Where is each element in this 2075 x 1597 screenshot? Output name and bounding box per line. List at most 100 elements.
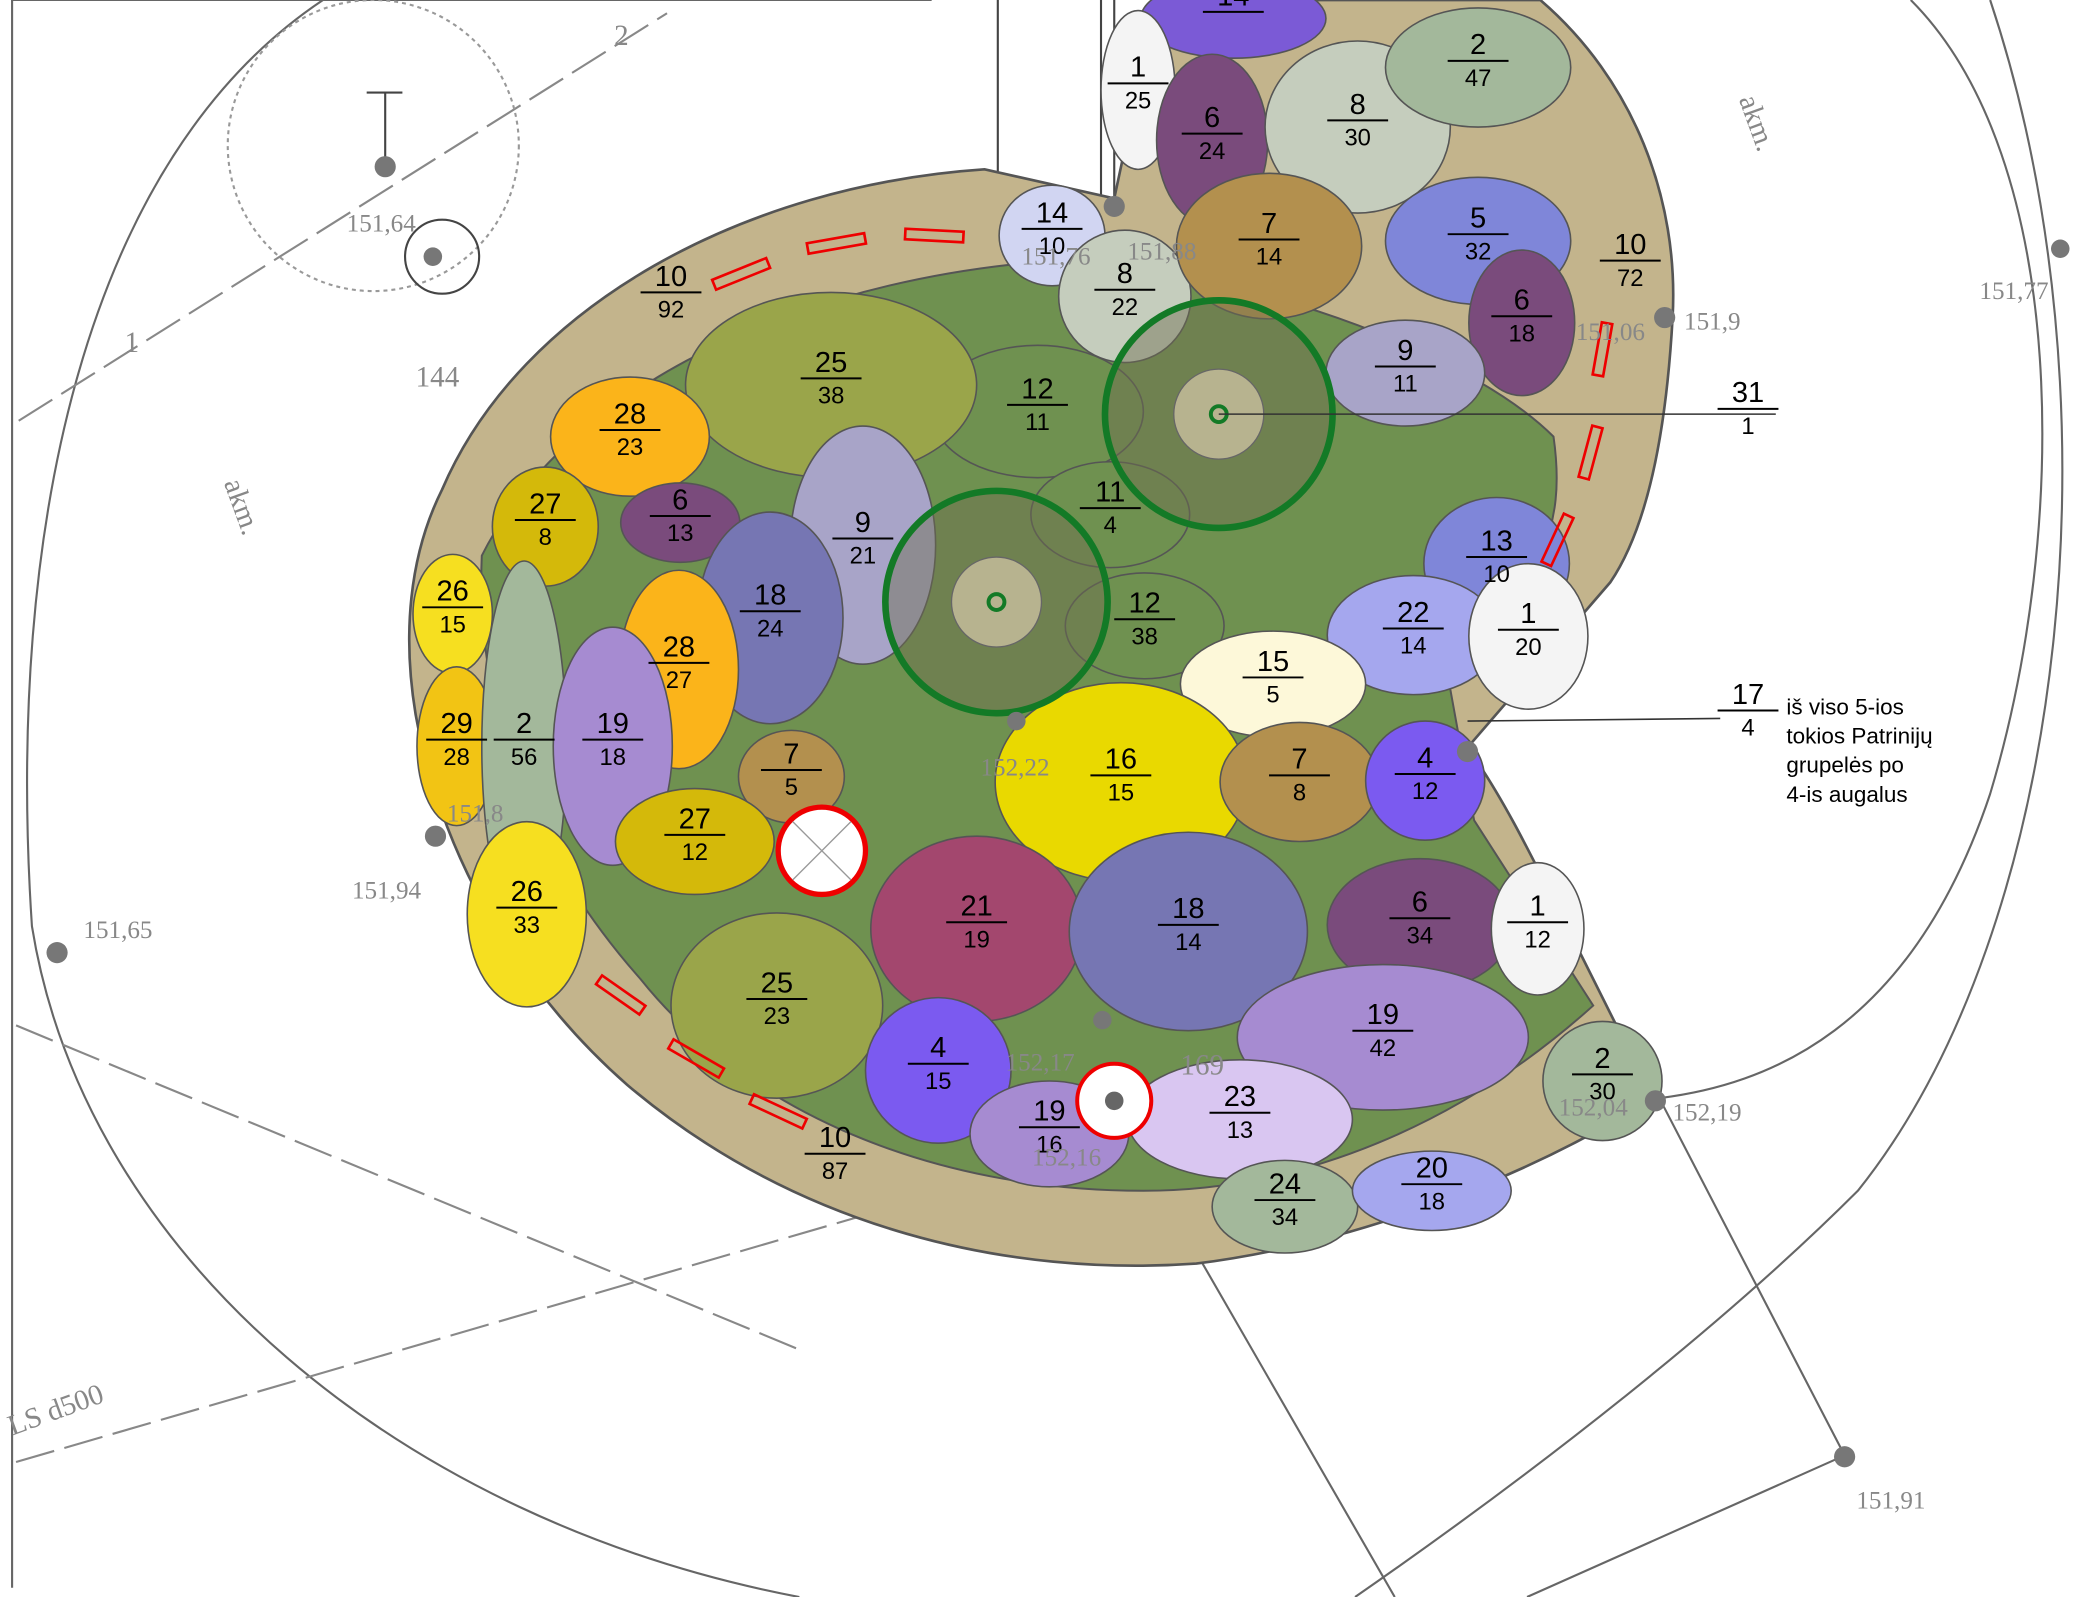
callout-text: tokios Patrinijų [1786,724,1932,749]
species-number: 31 [1732,377,1764,409]
species-number: 9 [1397,335,1413,367]
species-number: 26 [436,576,468,608]
plant-count: 12 [1524,926,1550,953]
species-number: 1 [1130,52,1146,84]
species-number: 7 [783,738,799,770]
species-number: 13 [1480,525,1512,557]
plant-count: 72 [1617,265,1643,292]
species-number: 19 [597,708,629,740]
species-number: 2 [1470,29,1486,61]
elevation: 151,88 [1127,238,1196,265]
species-number: 8 [1350,89,1366,121]
species-number: 18 [754,580,786,612]
species-number: 4 [1417,742,1433,774]
elevation: 152,17 [1006,1049,1075,1076]
elevation: 151,65 [83,917,152,944]
species-number: 23 [1224,1081,1256,1113]
elevation: 151,91 [1856,1487,1925,1514]
elevation: 151,9 [1684,308,1741,335]
callout-text: 4-is augalus [1786,782,1907,807]
callout-text: iš viso 5-ios [1786,694,1903,719]
species-number: 10 [655,261,687,293]
species-number: 12 [1021,373,1053,405]
species-number: 6 [1514,285,1530,317]
species-number: 12 [1128,588,1160,620]
planting-plan: iš viso 5-ios tokios Patrinijų grupelės … [0,0,2075,1597]
species-number: 14 [1217,0,1249,12]
plant-count: 11 [1025,409,1050,436]
plant-count: 12 [1412,778,1438,805]
plant-count: 12 [682,839,708,866]
plant-count: 18 [1509,320,1535,347]
plant-count: 1 [1741,413,1754,440]
species-number: 6 [672,484,688,516]
species-number: 22 [1397,597,1429,629]
species-number: 26 [511,876,543,908]
plant-count: 56 [511,744,537,771]
species-number: 2 [516,708,532,740]
elevation: 151,76 [1021,244,1090,271]
plant-count: 92 [658,297,684,324]
elevation: 151,64 [347,211,417,238]
species-number: 7 [1261,208,1277,240]
species-number: 27 [679,803,711,835]
species-number: 19 [1367,999,1399,1031]
species-number: 27 [529,488,561,520]
plant-count: 47 [1465,65,1491,92]
plant-count: 22 [1112,294,1138,321]
callout-text: grupelės po [1786,753,1904,778]
plant-count: 5 [785,774,798,801]
elevation: 151,8 [447,801,504,828]
plant-count: 24 [757,615,783,642]
plant-count: 18 [1419,1188,1445,1215]
plant-count: 21 [850,543,876,570]
plant-count: 20 [1515,634,1541,661]
plant-count: 14 [1400,633,1426,660]
species-number: 5 [1470,203,1486,235]
plant-count: 14 [1256,244,1282,271]
species-number: 2 [1594,1043,1610,1075]
elevation: 151,77 [1979,278,2048,305]
plant-count: 10 [1483,561,1509,588]
plant-count: 15 [1108,779,1134,806]
elevation: 152,19 [1672,1100,1741,1127]
species-number: 21 [960,891,992,923]
species-number: 28 [614,398,646,430]
elevation: 152,16 [1032,1145,1101,1172]
plant-count: 13 [1227,1117,1253,1144]
plant-count: 15 [925,1068,951,1095]
plant-count: 8 [1293,779,1306,806]
plant-count: 87 [822,1158,848,1185]
species-number: 10 [819,1122,851,1154]
plant-count: 4 [1104,512,1117,539]
line-label: 1 [125,327,140,359]
line-label: 2 [614,20,629,52]
elevation: 152,22 [980,754,1049,781]
plant-count: 18 [600,744,626,771]
species-number: 7 [1291,744,1307,776]
plant-count: 19 [963,926,989,953]
plant-count: 11 [1393,371,1418,398]
plant-count: 24 [1199,138,1225,165]
species-number: 6 [1412,887,1428,919]
plant-count: 33 [514,912,540,939]
species-number: 15 [1257,646,1289,678]
species-number: 1 [1520,598,1536,630]
species-number: 29 [440,708,472,740]
plant-count: 15 [439,611,465,638]
species-number: 17 [1732,679,1764,711]
plant-count: 23 [764,1003,790,1030]
plant-count: 23 [617,434,643,461]
species-number: 10 [1614,229,1646,261]
species-number: 9 [855,507,871,539]
area-label: 144 [416,361,460,393]
elevation: 151,06 [1576,319,1645,346]
species-number: 19 [1033,1096,1065,1128]
elevation: 152,04 [1559,1094,1629,1121]
plant-count: 42 [1370,1035,1396,1062]
plant-count: 30 [1344,125,1370,152]
species-number: 4 [930,1032,946,1064]
species-number: 25 [815,347,847,379]
species-number: 28 [663,631,695,663]
plant-count: 25 [1125,87,1151,114]
